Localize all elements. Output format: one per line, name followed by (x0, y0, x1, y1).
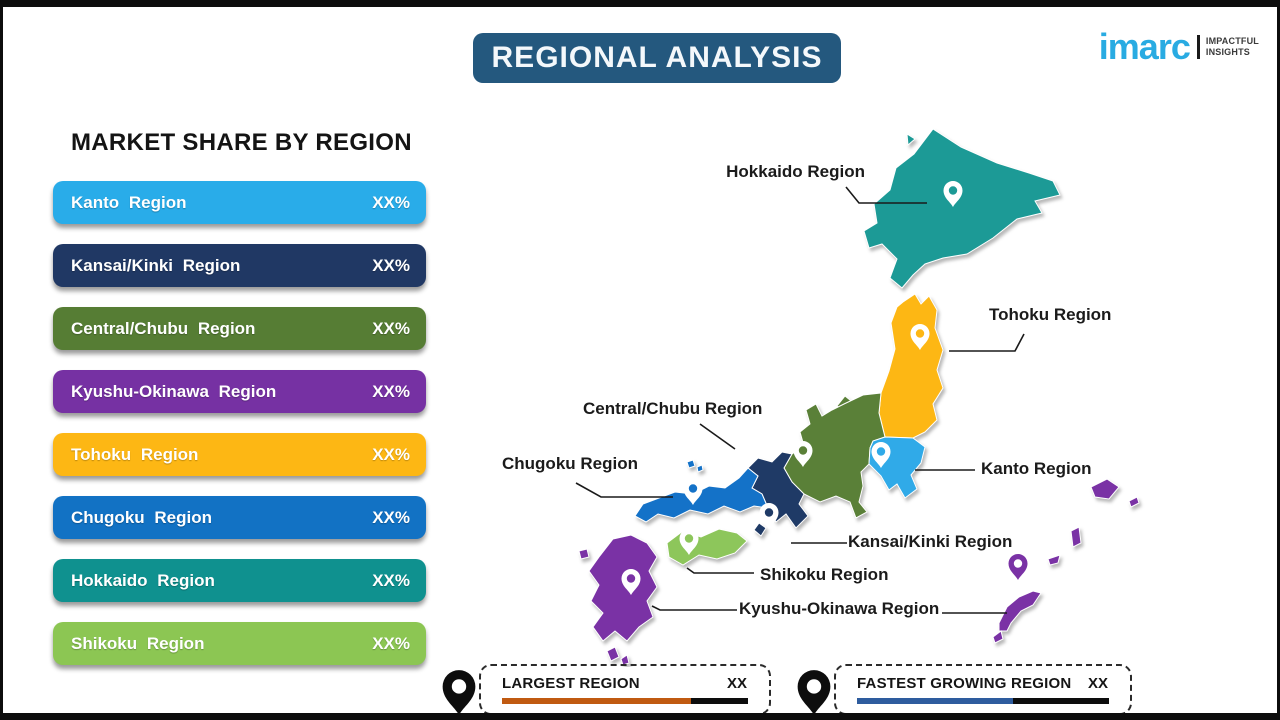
connector-chubu (699, 423, 736, 450)
region-label: Kyushu-Okinawa Region (71, 381, 277, 401)
map-islet-awaji (753, 522, 767, 537)
map-islet-oki-2 (696, 464, 704, 473)
connector-tohoku (949, 333, 1025, 352)
region-share-value: XX% (372, 381, 410, 401)
region-label: Chugoku Region (71, 507, 212, 527)
pin-shikoku-icon (679, 529, 699, 555)
largest-region-bar (502, 698, 748, 704)
connector-shikoku (686, 567, 754, 574)
fastest-growing-value: XX (1087, 675, 1108, 692)
map-island-okinawa-main (998, 590, 1042, 632)
map-islands-amami-2 (1128, 496, 1140, 508)
map-islands-okinawa-mid (1070, 526, 1082, 548)
pin-kansai-icon (759, 503, 779, 529)
page-title: REGIONAL ANALYSIS (491, 41, 823, 74)
pin-hokkaido-icon (943, 181, 963, 207)
map-islands-okinawa-small (1047, 554, 1061, 566)
map-region-chugoku (634, 467, 769, 523)
pin-tohoku-icon (910, 324, 930, 350)
largest-region-legend: LARGEST REGION XX (479, 664, 771, 713)
map-label-kansai: Kansai/Kinki Region (848, 532, 1013, 551)
market-share-row-chubu: Central/Chubu Region XX% (53, 307, 426, 350)
fastest-growing-label: FASTEST GROWING REGION (857, 675, 1072, 692)
region-share-value: XX% (372, 633, 410, 653)
fastest-growing-bar-rest (1013, 698, 1109, 704)
region-share-value: XX% (372, 507, 410, 527)
region-label: Tohoku Region (71, 444, 199, 464)
map-label-tohoku: Tohoku Region (989, 305, 1112, 324)
map-region-hokkaido (863, 128, 1061, 289)
connector-chugoku (575, 482, 673, 498)
fastest-growing-pin-icon (797, 670, 831, 713)
imarc-logo-wordmark: imarc (1098, 26, 1191, 67)
page-title-box: REGIONAL ANALYSIS (473, 33, 841, 83)
map-region-shikoku (666, 528, 748, 566)
market-share-row-kyushu: Kyushu-Okinawa Region XX% (53, 370, 426, 413)
market-share-row-chugoku: Chugoku Region XX% (53, 496, 426, 539)
market-share-row-kanto: Kanto Region XX% (53, 181, 426, 224)
connector-kyushu (651, 605, 737, 611)
fastest-growing-bar-fill (857, 698, 1014, 704)
logo-tagline: IMPACTFUL INSIGHTS (1205, 36, 1259, 57)
market-share-row-tohoku: Tohoku Region XX% (53, 433, 426, 476)
region-label: Kansai/Kinki Region (71, 255, 241, 275)
region-label: Hokkaido Region (71, 570, 215, 590)
fastest-growing-bar (857, 698, 1109, 704)
region-label: Kanto Region (71, 192, 187, 212)
map-islet-hokkaido (906, 133, 916, 147)
map-islet-kyushu-west (578, 548, 590, 560)
region-share-value: XX% (372, 318, 410, 338)
map-label-chubu: Central/Chubu Region (583, 399, 763, 418)
fastest-growing-legend: FASTEST GROWING REGION XX (834, 664, 1132, 713)
map-label-shikoku: Shikoku Region (760, 565, 889, 584)
market-share-row-shikoku: Shikoku Region XX% (53, 622, 426, 665)
imarc-logo: imarc IMPACTFUL INSIGHTS (1099, 29, 1259, 65)
map-label-kyushu-okinawa: Kyushu-Okinawa Region (739, 599, 940, 618)
japan-map (575, 128, 1140, 666)
market-share-list: Kanto Region XX% Kansai/Kinki Region XX%… (53, 181, 426, 665)
logo-divider (1196, 35, 1200, 59)
map-islands-amami (1090, 478, 1120, 500)
map-label-kanto: Kanto Region (981, 459, 1092, 478)
largest-region-label: LARGEST REGION (502, 675, 640, 692)
region-label: Shikoku Region (71, 633, 205, 653)
region-share-value: XX% (372, 255, 410, 275)
market-share-heading: MARKET SHARE BY REGION (71, 129, 412, 156)
map-islet-kyushu-south (606, 646, 620, 662)
largest-region-pin-icon (442, 670, 476, 713)
map-islet-oki (686, 459, 696, 469)
market-share-row-hokkaido: Hokkaido Region XX% (53, 559, 426, 602)
region-share-value: XX% (372, 192, 410, 212)
pin-chugoku-icon (683, 479, 703, 505)
market-share-row-kansai: Kansai/Kinki Region XX% (53, 244, 426, 287)
largest-region-bar-rest (691, 698, 748, 704)
map-region-kyushu (588, 534, 658, 642)
map-islands-okinawa-sw (992, 630, 1004, 644)
map-label-hokkaido: Hokkaido Region (726, 162, 865, 181)
largest-region-value: XX (726, 675, 747, 692)
pin-okinawa-icon (1008, 554, 1028, 580)
region-share-value: XX% (372, 444, 410, 464)
map-islet-kyushu-south-2 (620, 654, 630, 666)
pin-kanto-icon (871, 442, 891, 468)
region-share-value: XX% (372, 570, 410, 590)
largest-region-bar-fill (502, 698, 692, 704)
map-region-tohoku (878, 293, 944, 439)
pin-kyushu-icon (621, 569, 641, 595)
pin-chubu-icon (793, 441, 813, 467)
connector-hokkaido (845, 186, 927, 204)
map-label-chugoku: Chugoku Region (502, 454, 638, 473)
region-label: Central/Chubu Region (71, 318, 256, 338)
